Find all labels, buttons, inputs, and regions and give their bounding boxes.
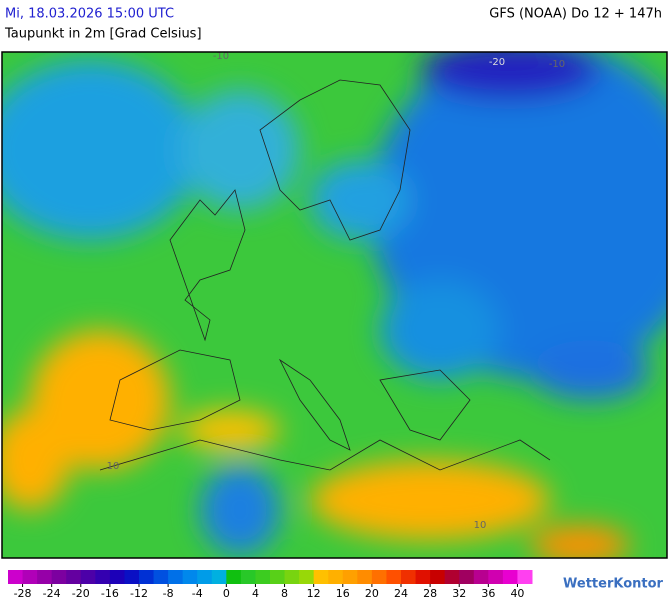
legend-swatch [313,570,329,584]
legend-tick-label: -16 [101,587,119,600]
legend-swatch [8,570,24,584]
logo: WetterKontor [563,577,664,592]
legend-tick-label: -24 [43,587,61,600]
field-area [310,460,550,540]
field-area [30,330,170,470]
legend-swatch [255,570,271,584]
legend-swatch [124,570,140,584]
legend-swatch [211,570,227,584]
contour-label: -10 [213,51,229,62]
legend-swatch [153,570,169,584]
legend-tick-label: -8 [163,587,174,600]
field-area [2,410,70,510]
legend-swatch [328,570,344,584]
coastline [379,369,471,441]
legend-swatch [284,570,300,584]
legend-swatch [37,570,53,584]
legend-swatch [51,570,67,584]
legend-tick-label: 24 [394,587,408,600]
legend-swatch [502,570,518,584]
legend-swatch [459,570,475,584]
legend-swatch [139,570,155,584]
legend-tick-label: -28 [14,587,32,600]
contour-label: -10 [549,59,565,70]
legend-tick-label: 20 [365,587,379,600]
map: -20 -10 -10 10 10 [2,51,667,558]
field-area [180,90,300,210]
field-area [2,60,200,240]
legend-swatch [182,570,198,584]
legend-swatch [80,570,96,584]
legend-swatch [473,570,489,584]
legend-swatch [342,570,358,584]
legend-swatch [444,570,460,584]
dewpoint-field [2,52,667,558]
legend-swatch [226,570,242,584]
color-legend: -28 -24 -20 -16 -12 -8 -4 0 4 8 12 16 20 24 28 32 36 40 [8,570,533,600]
legend-tick-label: 28 [423,587,437,600]
legend-tick-label: 8 [281,587,288,600]
model-run: GFS (NOAA) Do 12 + 147h [489,7,662,22]
legend-swatch [488,570,504,584]
legend-swatch [299,570,315,584]
legend-swatch [415,570,431,584]
legend-tick-label: -20 [72,587,90,600]
legend-swatch [401,570,417,584]
coastline [169,189,246,342]
legend-swatch [22,570,38,584]
contour-label: 10 [474,520,487,531]
field-area [200,465,280,555]
legend-tick-label: -4 [192,587,203,600]
legend-swatch [109,570,125,584]
map-title: Taupunkt in 2m [Grad Celsius] [4,27,202,42]
legend-swatch [66,570,82,584]
legend-swatch [240,570,256,584]
coastlines [99,79,551,471]
contour-label: -20 [489,57,505,68]
legend-swatch [517,570,533,584]
legend-swatch [357,570,373,584]
map-frame [1,51,668,559]
coastline [259,79,411,241]
field-area [180,410,280,450]
legend-swatch [386,570,402,584]
field-area [380,280,500,380]
field-area [530,525,630,558]
legend-swatch [197,570,213,584]
legend-tick-label: -12 [130,587,148,600]
date-time: Mi, 18.03.2026 15:00 UTC [5,7,174,22]
legend-swatch [430,570,446,584]
field-area [530,340,650,400]
legend-swatch [95,570,111,584]
field-area [420,52,600,100]
legend-tick-label: 40 [510,587,524,600]
legend-swatch [270,570,286,584]
legend-swatch [371,570,387,584]
legend-swatch [168,570,184,584]
contour-label: 10 [107,461,120,472]
legend-tick-label: 36 [481,587,495,600]
coastline [109,349,241,431]
coastline [99,439,551,471]
coastline [278,358,351,451]
legend-tick-label: 0 [223,587,230,600]
legend-tick-label: 32 [452,587,466,600]
legend-tick-label: 4 [252,587,259,600]
legend-tick-label: 12 [307,587,321,600]
legend-tick-label: 16 [336,587,350,600]
